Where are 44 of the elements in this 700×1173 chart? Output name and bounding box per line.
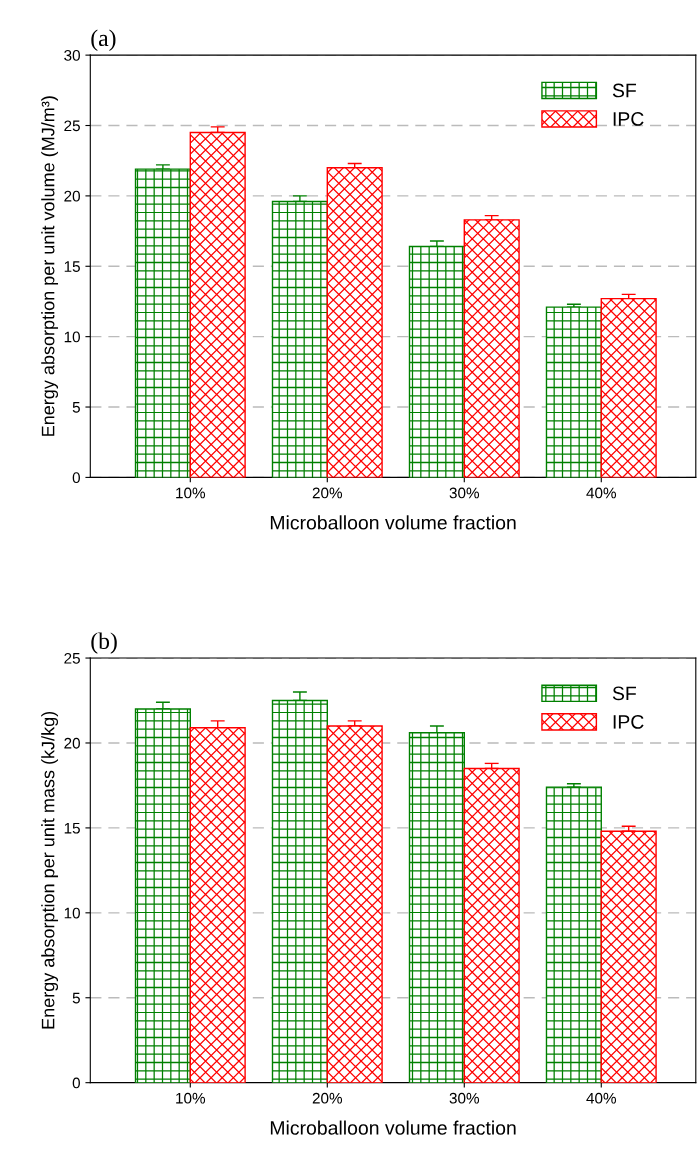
- bar: [408, 245, 465, 478]
- y-tick-label: 5: [72, 402, 80, 413]
- legend-label: IPC: [613, 112, 644, 126]
- x-tick-label: 30%: [449, 487, 480, 499]
- x-tick-label: 10%: [176, 1092, 206, 1104]
- y-tick-label: 5: [72, 992, 80, 1004]
- x-axis-title: Microballoon volume fraction: [270, 1120, 516, 1135]
- bar: [189, 131, 246, 478]
- x-tick-label: 10%: [176, 487, 206, 499]
- legend-label: SF: [612, 686, 637, 701]
- bar: [600, 830, 657, 1083]
- y-tick-label: 20: [64, 190, 80, 202]
- legend-label: SF: [612, 83, 637, 98]
- bar: [326, 167, 383, 478]
- y-tick-label: 25: [64, 652, 80, 664]
- bar: [463, 219, 520, 478]
- y-tick-label: 20: [64, 737, 80, 749]
- y-tick-label: 10: [64, 907, 80, 919]
- y-tick-label: 10: [64, 331, 80, 343]
- bar: [189, 726, 246, 1083]
- y-axis-title: Energy absorption per unit volume (MJ/m³): [41, 96, 59, 436]
- x-axis-title: Microballoon volume fraction: [270, 515, 516, 530]
- bar: [134, 168, 191, 478]
- y-tick-label: 0: [72, 472, 80, 484]
- y-tick-label: 15: [64, 261, 80, 272]
- bar: [545, 306, 602, 478]
- bar: [463, 767, 520, 1083]
- x-tick-label: 20%: [312, 1092, 343, 1104]
- x-tick-label: 40%: [586, 1092, 617, 1104]
- y-tick-label: 25: [64, 120, 80, 132]
- bar: [326, 725, 383, 1083]
- bar: [600, 297, 657, 478]
- x-tick-label: 30%: [449, 1092, 480, 1104]
- y-tick-label: 0: [72, 1077, 80, 1089]
- legend-label: IPC: [613, 715, 644, 729]
- chart-title: (a): [91, 29, 116, 51]
- bar: [545, 786, 602, 1083]
- chart-title: (b): [91, 632, 117, 654]
- bar: [271, 200, 328, 478]
- y-axis-title: Energy absorption per unit mass (kJ/kg): [41, 711, 59, 1029]
- x-tick-label: 20%: [312, 487, 343, 499]
- y-tick-label: 30: [64, 50, 80, 61]
- x-tick-label: 40%: [586, 487, 617, 499]
- y-tick-label: 15: [64, 822, 80, 834]
